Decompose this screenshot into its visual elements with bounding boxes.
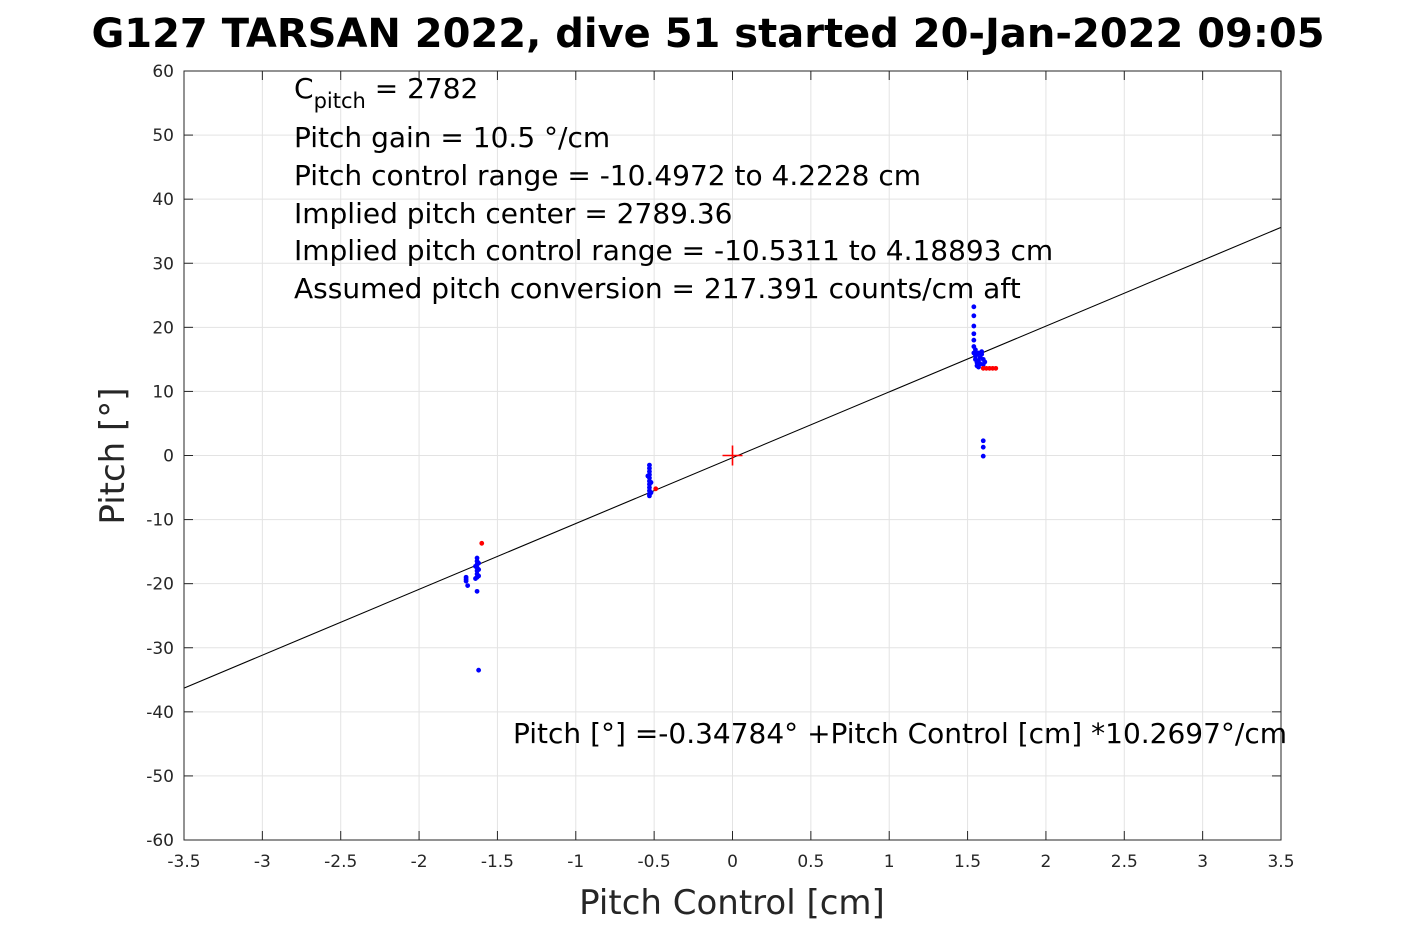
cpitch-sub: pitch (314, 89, 366, 113)
y-tick-label: 40 (152, 190, 174, 210)
data-point (476, 560, 482, 566)
x-axis-label: Pitch Control [cm] (579, 883, 885, 923)
data-point (474, 588, 480, 594)
x-tick-label: 0.5 (797, 852, 824, 872)
y-tick-label: -30 (146, 639, 174, 659)
x-tick-label: 2.5 (1111, 852, 1138, 872)
data-point (653, 486, 659, 492)
x-tick-label: 1 (884, 852, 895, 872)
y-tick-label: 0 (163, 447, 174, 467)
x-tick-label: -2.5 (324, 852, 357, 872)
y-tick-label: 60 (152, 62, 174, 82)
y-tick-label: 20 (152, 318, 174, 338)
cpitch-value: = 2782 (366, 72, 479, 105)
annotation-line-pitch-center: Implied pitch center = 2789.36 (294, 197, 732, 230)
y-axis-label: Pitch [°] (93, 387, 133, 524)
data-point (980, 438, 986, 444)
data-point (976, 350, 981, 356)
y-tick-labels: 60 50 40 30 20 10 0 -10 -20 -30 -40 -50 -60 (146, 62, 174, 851)
data-point (971, 323, 977, 329)
x-tick-label: -3 (254, 852, 271, 872)
data-point (993, 365, 999, 371)
y-tick-label: -60 (146, 831, 174, 851)
x-tick-label: -1 (567, 852, 584, 872)
y-tick-marks (184, 70, 1281, 841)
data-point (982, 359, 988, 365)
x-tick-labels: -3.5 -3 -2.5 -2 -1.5 -1 -0.5 0 0.5 1 1.5 2 2.5 3 3.5 (167, 852, 1294, 872)
annotation-line-conversion: Assumed pitch conversion = 217.391 count… (294, 272, 1021, 305)
data-point (647, 493, 652, 499)
data-points (463, 304, 999, 673)
x-tick-label: -2 (411, 852, 428, 872)
x-tick-label: 1.5 (954, 852, 981, 872)
y-tick-label: -10 (146, 511, 174, 531)
fit-equation: Pitch [°] =-0.34784° +Pitch Control [cm]… (513, 717, 1287, 750)
data-point (971, 304, 977, 310)
data-point (463, 576, 469, 582)
data-point (473, 563, 478, 569)
x-tick-label: 2 (1041, 852, 1052, 872)
y-tick-label: -50 (146, 767, 174, 787)
y-tick-label: -20 (146, 575, 174, 595)
data-point (476, 667, 482, 673)
x-tick-marks (183, 71, 1282, 840)
y-tick-label: 50 (152, 126, 174, 146)
y-tick-label: -40 (146, 703, 174, 723)
y-tick-label: 30 (152, 254, 174, 274)
data-point (973, 347, 978, 353)
x-tick-label: 3 (1197, 852, 1208, 872)
data-point (980, 453, 986, 459)
center-marker (722, 445, 743, 466)
annotation-line-pitch-gain: Pitch gain = 10.5 °/cm (294, 121, 610, 154)
y-tick-label: 10 (152, 382, 174, 402)
data-point (465, 583, 471, 588)
data-point (648, 480, 654, 485)
chart-title: G127 TARSAN 2022, dive 51 started 20-Jan… (91, 11, 1324, 57)
data-point (971, 331, 977, 337)
x-tick-label: -1.5 (481, 852, 514, 872)
data-point (645, 473, 651, 479)
annotation-block: Cpitch = 2782 Pitch gain = 10.5 °/cm Pit… (294, 72, 1287, 750)
data-point (476, 567, 482, 572)
annotation-cpitch: Cpitch = 2782 (294, 72, 478, 113)
cpitch-base: C (294, 72, 314, 105)
annotation-line-implied-range: Implied pitch control range = -10.5311 t… (294, 234, 1053, 267)
x-tick-label: -3.5 (167, 852, 200, 872)
x-tick-label: 0 (727, 852, 738, 872)
x-tick-label: -0.5 (638, 852, 671, 872)
annotation-line-control-range: Pitch control range = -10.4972 to 4.2228… (294, 159, 921, 192)
x-tick-label: 3.5 (1267, 852, 1294, 872)
grid-lines (183, 70, 1282, 841)
data-point (479, 540, 485, 546)
data-point (971, 337, 977, 343)
data-point (980, 444, 986, 450)
data-point (476, 573, 482, 579)
data-point (971, 313, 977, 319)
